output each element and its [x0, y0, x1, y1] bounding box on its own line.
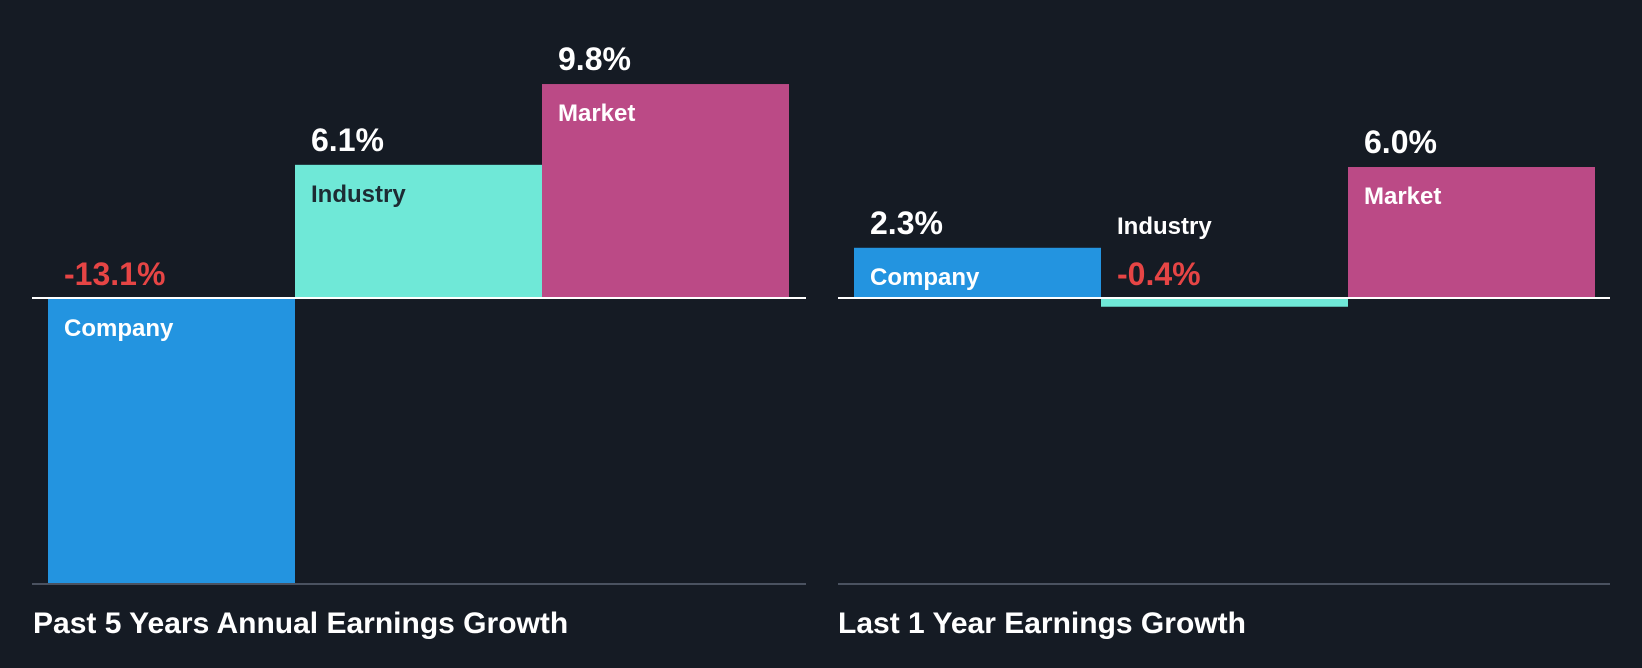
chart-title-past-5-years: Past 5 Years Annual Earnings Growth	[33, 607, 569, 640]
bar-past-5-years-company	[48, 298, 295, 584]
category-label-past-5-years-market: Market	[558, 100, 635, 127]
value-label-past-5-years-market: 9.8%	[558, 41, 631, 77]
bar-last-1-year-company	[854, 247, 1101, 298]
value-label-last-1-year-industry: -0.4%	[1117, 256, 1201, 292]
bar-last-1-year-industry	[1101, 298, 1348, 307]
category-label-last-1-year-market: Market	[1364, 183, 1441, 210]
bar-past-5-years-industry	[295, 164, 542, 298]
bar-past-5-years-market	[542, 84, 789, 298]
value-label-last-1-year-market: 6.0%	[1364, 124, 1437, 160]
value-label-last-1-year-company: 2.3%	[870, 205, 943, 241]
category-label-past-5-years-industry: Industry	[311, 181, 406, 208]
category-label-past-5-years-company: Company	[64, 315, 174, 342]
chart-title-last-1-year: Last 1 Year Earnings Growth	[838, 607, 1246, 640]
value-label-past-5-years-company: -13.1%	[64, 256, 165, 292]
category-label-last-1-year-company: Company	[870, 264, 980, 291]
category-label-last-1-year-industry: Industry	[1117, 213, 1212, 240]
value-label-past-5-years-industry: 6.1%	[311, 122, 384, 158]
bar-last-1-year-market	[1348, 167, 1595, 298]
